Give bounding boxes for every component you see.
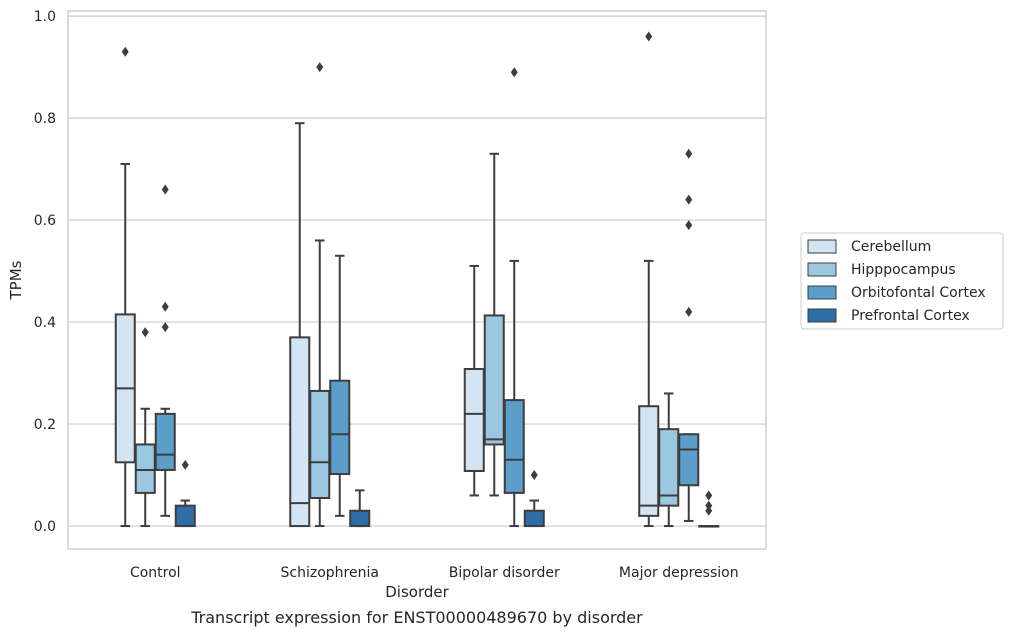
box-body [483, 314, 505, 446]
legend-swatch [807, 239, 837, 254]
box-0-0 [114, 46, 136, 528]
y-tick-labels: 0.0 0.2 0.4 0.6 0.8 1.0 [34, 9, 56, 535]
legend-swatch [807, 262, 837, 277]
box-3-2 [678, 148, 700, 522]
box-body [678, 433, 700, 487]
x-tick-labels: Control Schizophrenia Bipolar disorder Majo… [130, 565, 739, 581]
legend-entry: Hipppocampus [851, 262, 956, 278]
y-tick-label: 0.6 [34, 213, 56, 229]
x-tick-label: Schizophrenia [281, 565, 379, 581]
legend-frame [800, 232, 1004, 330]
outlier-point [705, 490, 713, 501]
box-3-0 [638, 31, 660, 528]
box-1-2 [329, 254, 351, 517]
outlier-point [685, 306, 693, 317]
box-1-3 [349, 489, 371, 528]
box-body [134, 443, 156, 494]
box-body [309, 389, 331, 500]
outlier-point [121, 46, 129, 57]
outlier-point [161, 184, 169, 195]
legend-entry: Prefrontal Cortex [851, 308, 970, 324]
box-body [154, 412, 176, 471]
box-0-2 [154, 184, 176, 517]
box-body [638, 405, 660, 517]
box-body [658, 428, 680, 507]
legend-entry: Orbitofontal Cortex [851, 285, 986, 301]
legend-entry: Cerebellum [851, 239, 931, 255]
box-groups [114, 31, 720, 528]
box-body [329, 379, 351, 476]
outlier-point [685, 148, 693, 159]
y-tick-label: 0.0 [34, 519, 56, 535]
legend: Cerebellum Hipppocampus Orbitofontal Corte… [800, 232, 1004, 330]
box-1-0 [289, 122, 311, 528]
outlier-point [685, 194, 693, 205]
outlier-point [181, 459, 189, 470]
outlier-point [685, 220, 693, 231]
outlier-point [141, 327, 149, 338]
box-body [503, 399, 525, 494]
box-3-3 [698, 490, 720, 528]
y-tick-label: 0.2 [34, 417, 56, 433]
box-body [349, 509, 371, 528]
x-tick-label: Control [130, 565, 181, 581]
y-axis-label: TPMs [7, 260, 25, 300]
outlier-point [161, 322, 169, 333]
y-tick-label: 0.4 [34, 315, 56, 331]
box-body [523, 509, 545, 528]
x-tick-label: Major depression [619, 565, 739, 581]
outlier-point [645, 31, 653, 42]
figure-caption: Transcript expression for ENST0000048967… [190, 608, 643, 627]
x-tick-label: Bipolar disorder [449, 565, 560, 581]
box-body [289, 336, 311, 528]
box-0-3 [174, 459, 196, 528]
outlier-point [510, 67, 518, 78]
outlier-point [316, 62, 324, 73]
box-2-1 [483, 152, 505, 497]
box-body [174, 504, 196, 528]
box-2-0 [463, 264, 485, 497]
legend-swatch [807, 285, 837, 300]
outlier-point [705, 500, 713, 511]
outlier-point [705, 505, 713, 516]
legend-swatch [807, 308, 837, 323]
x-axis-label: Disorder [385, 583, 449, 601]
outlier-point [161, 301, 169, 312]
plot-frame [67, 10, 767, 550]
box-body [463, 367, 485, 472]
box-2-2 [503, 67, 525, 528]
box-2-3 [523, 470, 545, 528]
outlier-point [530, 470, 538, 481]
y-tick-label: 1.0 [34, 9, 56, 25]
y-tick-label: 0.8 [34, 111, 56, 127]
